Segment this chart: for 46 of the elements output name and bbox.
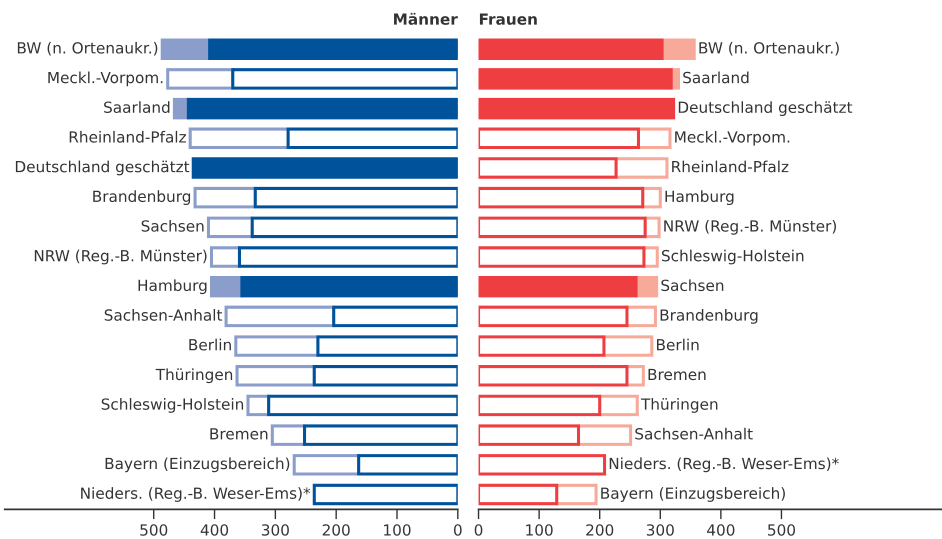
x-tick-label: 0 (474, 524, 482, 536)
category-label: Nieders. (Reg.-B. Weser-Ems)* (610, 457, 839, 472)
category-label: Rheinland-Pfalz (70, 130, 186, 143)
category-label: Hamburg (665, 190, 734, 206)
category-label: BW (n. Ortenaukr.) (699, 42, 839, 56)
category-label: Sachsen (661, 279, 724, 292)
x-tick-label: 200 (586, 524, 614, 536)
x-tick-label: 500 (140, 524, 168, 536)
category-label: Deutschland geschätzt (16, 160, 190, 176)
category-label: Berlin (657, 338, 699, 351)
x-tick-label: 500 (768, 524, 796, 536)
category-label: Schleswig-Holstein (662, 250, 804, 264)
category-label: Deutschland geschätzt (678, 101, 852, 116)
x-tick-label: 200 (322, 524, 350, 536)
category-label: Bayern (Einzugsbereich) (106, 457, 290, 472)
category-label: Rheinland-Pfalz (672, 160, 788, 172)
category-label: Schleswig-Holstein (102, 398, 244, 413)
category-label: Thüringen (156, 368, 232, 384)
category-label: Bremen (210, 428, 268, 440)
category-label: Bremen (648, 368, 706, 380)
x-tick-label: 300 (262, 524, 289, 536)
category-label: Meckl.-Vorpom. (675, 130, 790, 146)
category-label: Brandenburg (660, 309, 758, 324)
category-label: NRW (Reg.-B. Münster) (34, 250, 207, 264)
category-label: Hamburg (138, 279, 206, 294)
category-label: Brandenburg (93, 190, 190, 206)
category-label: Nieders. (Reg.-B. Weser-Ems)* (81, 487, 310, 502)
chart-title: Frauen (480, 14, 537, 25)
x-tick-label: 0 (454, 524, 462, 536)
category-label: BW (n. Ortenaukr.) (18, 42, 158, 56)
x-tick-label: 100 (526, 524, 553, 536)
category-label: Bayern (Einzugsbereich) (601, 487, 785, 502)
category-label: Sachsen-Anhalt (635, 428, 753, 440)
category-label: Meckl.-Vorpom. (48, 72, 162, 86)
x-tick-label: 100 (384, 524, 411, 536)
x-tick-label: 400 (707, 524, 734, 536)
category-label: Berlin (189, 338, 231, 351)
chart-title: Männer (394, 12, 458, 25)
category-label: Saarland (683, 72, 748, 84)
category-label: Saarland (104, 101, 170, 114)
category-label: Thüringen (640, 398, 718, 413)
category-label: NRW (Reg.-B. Münster) (664, 220, 836, 235)
x-tick-label: 400 (200, 524, 228, 536)
x-tick-label: 300 (646, 524, 674, 536)
category-label: Sachsen-Anhalt (104, 309, 222, 321)
category-label: Sachsen (142, 220, 204, 232)
